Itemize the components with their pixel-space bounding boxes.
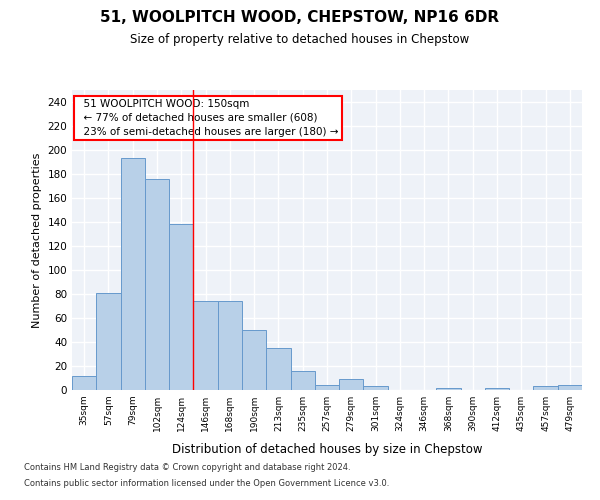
- Bar: [96, 293, 121, 390]
- Text: 51 WOOLPITCH WOOD: 150sqm
  ← 77% of detached houses are smaller (608)
  23% of : 51 WOOLPITCH WOOD: 150sqm ← 77% of detac…: [77, 99, 338, 137]
- Bar: [364, 386, 388, 390]
- Bar: [315, 385, 339, 390]
- Text: 51, WOOLPITCH WOOD, CHEPSTOW, NP16 6DR: 51, WOOLPITCH WOOD, CHEPSTOW, NP16 6DR: [100, 10, 500, 25]
- Bar: [533, 386, 558, 390]
- Y-axis label: Number of detached properties: Number of detached properties: [32, 152, 42, 328]
- Bar: [145, 179, 169, 390]
- Bar: [266, 348, 290, 390]
- Text: Size of property relative to detached houses in Chepstow: Size of property relative to detached ho…: [130, 32, 470, 46]
- Bar: [339, 379, 364, 390]
- Bar: [436, 388, 461, 390]
- Bar: [72, 376, 96, 390]
- Bar: [558, 385, 582, 390]
- Text: Contains public sector information licensed under the Open Government Licence v3: Contains public sector information licen…: [24, 478, 389, 488]
- Text: Distribution of detached houses by size in Chepstow: Distribution of detached houses by size …: [172, 442, 482, 456]
- Bar: [121, 158, 145, 390]
- Bar: [193, 301, 218, 390]
- Bar: [218, 301, 242, 390]
- Bar: [485, 388, 509, 390]
- Bar: [290, 371, 315, 390]
- Bar: [242, 330, 266, 390]
- Text: Contains HM Land Registry data © Crown copyright and database right 2024.: Contains HM Land Registry data © Crown c…: [24, 464, 350, 472]
- Bar: [169, 224, 193, 390]
